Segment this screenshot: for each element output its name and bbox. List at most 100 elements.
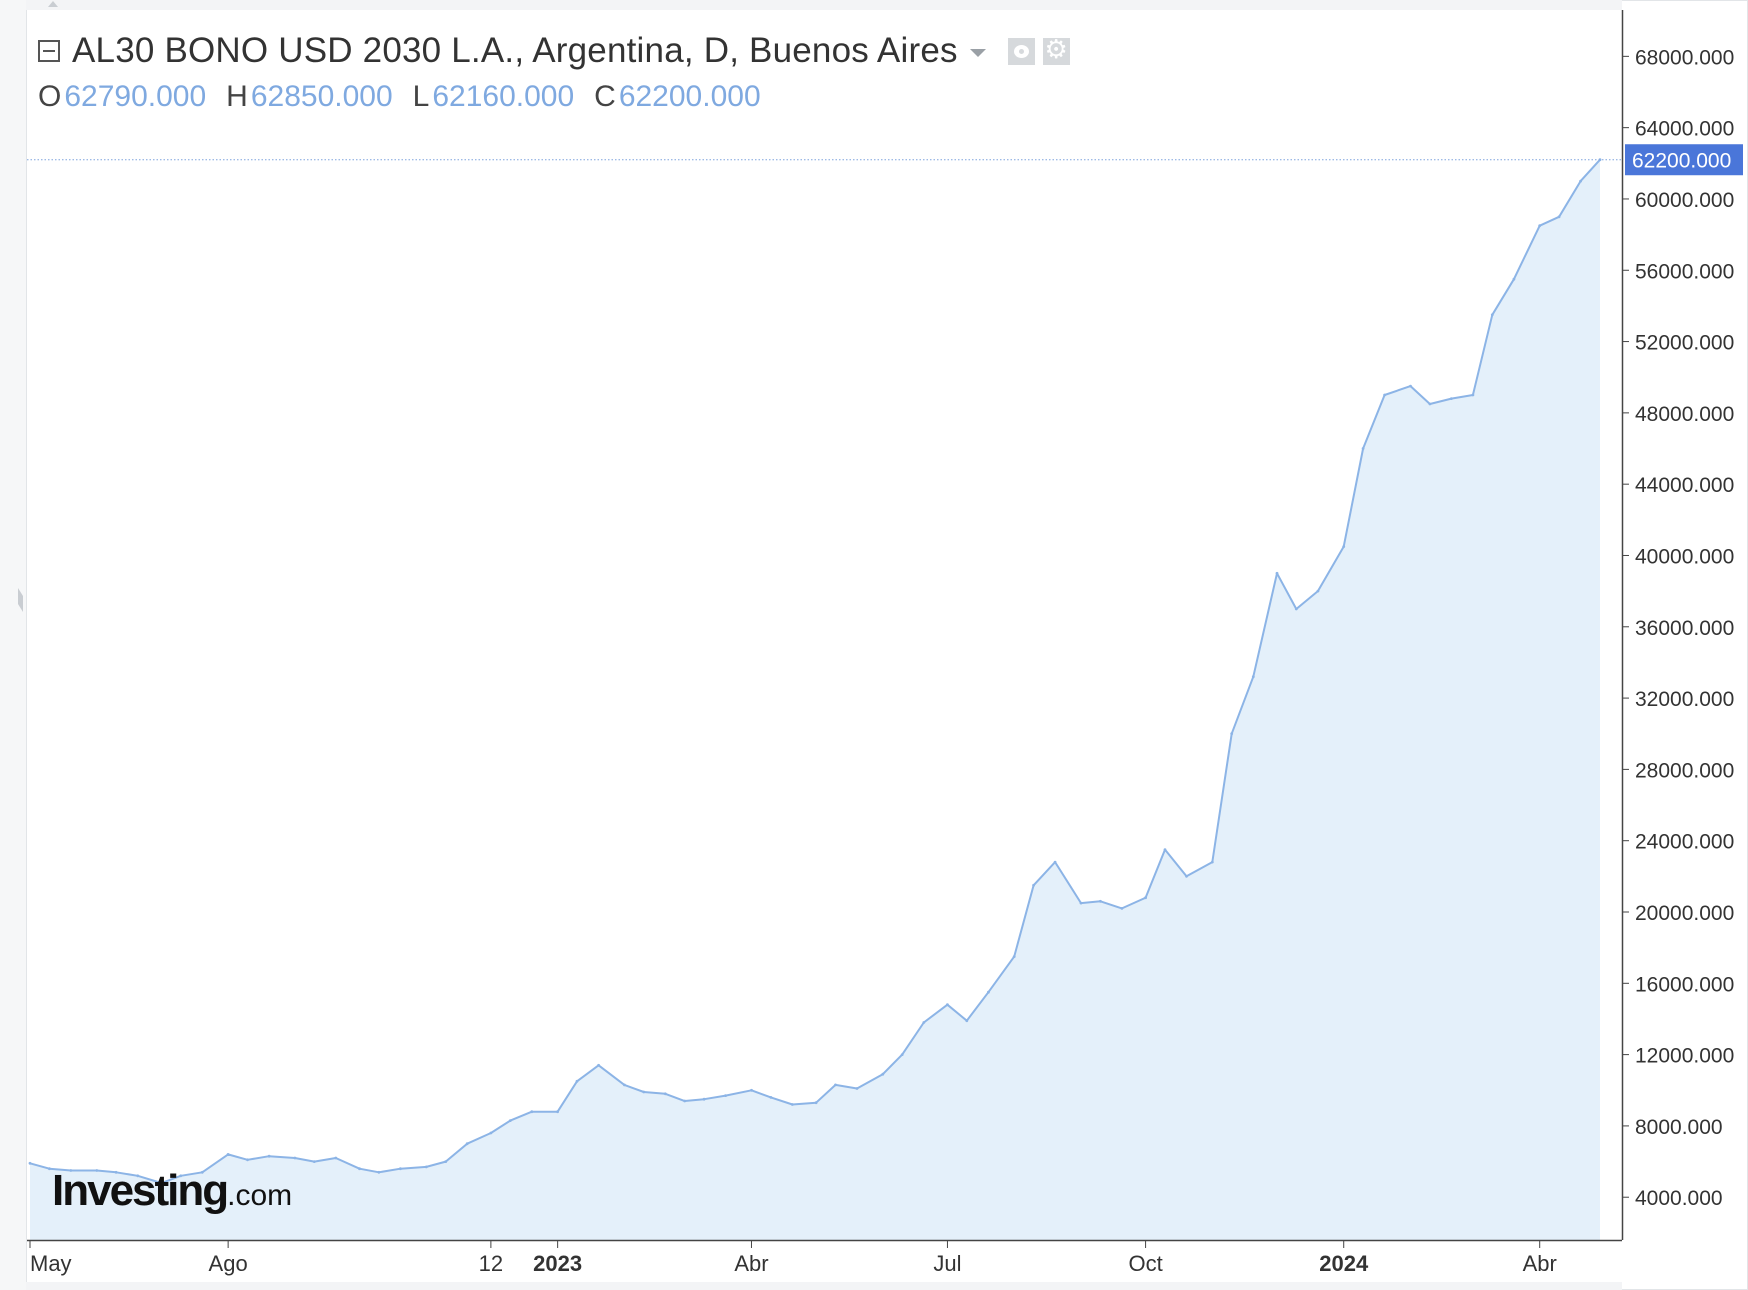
data-point-48 <box>1079 901 1083 905</box>
data-point-70 <box>1557 215 1561 219</box>
data-point-56 <box>1251 675 1255 679</box>
y-tick-label-14: 12000.000 <box>1635 1045 1734 1068</box>
last-price-tag <box>1625 144 1743 176</box>
data-point-28 <box>642 1090 646 1094</box>
y-tick-label-15: 8000.000 <box>1635 1116 1723 1139</box>
data-point-36 <box>814 1101 818 1105</box>
data-point-26 <box>597 1063 600 1067</box>
data-point-17 <box>399 1167 402 1171</box>
data-point-13 <box>312 1160 316 1163</box>
data-point-30 <box>683 1099 687 1103</box>
data-point-2 <box>69 1169 73 1172</box>
data-point-58 <box>1294 607 1298 611</box>
data-point-34 <box>769 1096 773 1099</box>
data-point-38 <box>855 1087 859 1090</box>
data-point-22 <box>508 1119 512 1122</box>
data-point-33 <box>750 1088 753 1092</box>
ohlc-values: O 62790.000 H 62850.000 L 62160.000 C 62… <box>38 80 1070 114</box>
data-point-49 <box>1099 899 1102 903</box>
gear-icon[interactable] <box>1042 35 1070 65</box>
data-point-23 <box>530 1110 534 1114</box>
data-point-31 <box>702 1097 706 1101</box>
data-point-25 <box>575 1079 579 1083</box>
data-point-21 <box>489 1131 493 1135</box>
x-tick-label-0: May <box>30 1251 72 1276</box>
y-tick-label-2: 60000.000 <box>1635 189 1734 212</box>
y-tick-label-13: 16000.000 <box>1635 973 1734 996</box>
data-point-1 <box>48 1167 51 1171</box>
low-key: L <box>412 80 430 113</box>
y-tick-label-9: 32000.000 <box>1635 688 1734 711</box>
data-point-63 <box>1409 384 1412 388</box>
eye-icon[interactable] <box>1007 37 1035 65</box>
data-point-9 <box>226 1153 230 1156</box>
data-point-32 <box>724 1094 727 1097</box>
data-point-52 <box>1163 848 1167 851</box>
data-point-46 <box>1032 883 1035 887</box>
data-point-41 <box>922 1021 926 1024</box>
y-tick-label-12: 20000.000 <box>1635 902 1734 925</box>
x-tick-label-1: Ago <box>209 1251 248 1276</box>
data-point-62 <box>1383 393 1386 397</box>
data-point-61 <box>1361 447 1365 450</box>
data-point-6 <box>160 1181 163 1185</box>
data-point-59 <box>1316 589 1320 593</box>
legend-title-row: AL30 BONO USD 2030 L.A., Argentina, D, B… <box>38 28 1070 74</box>
chart-legend: AL30 BONO USD 2030 L.A., Argentina, D, B… <box>38 28 1070 114</box>
x-tick-label-8: Abr <box>1523 1251 1557 1276</box>
data-point-11 <box>267 1154 271 1158</box>
title-dropdown-icon[interactable] <box>969 49 986 57</box>
data-point-14 <box>334 1156 338 1160</box>
last-price-tag-label: 62200.000 <box>1632 150 1731 173</box>
scroll-up-icon[interactable] <box>48 1 58 7</box>
data-point-54 <box>1210 860 1214 864</box>
y-tick-label-11: 24000.000 <box>1635 831 1734 854</box>
data-point-20 <box>465 1142 469 1146</box>
y-tick-label-7: 40000.000 <box>1635 545 1734 568</box>
data-point-35 <box>791 1103 794 1106</box>
data-point-40 <box>900 1053 904 1056</box>
data-point-66 <box>1471 393 1475 397</box>
data-point-4 <box>114 1170 118 1174</box>
high-key: H <box>226 80 248 113</box>
close-key: C <box>594 80 616 113</box>
data-point-24 <box>556 1110 559 1114</box>
x-tick-label-7: 2024 <box>1319 1251 1369 1276</box>
instrument-title[interactable]: AL30 BONO USD 2030 L.A., Argentina, D, B… <box>72 31 958 70</box>
collapse-legend-icon[interactable] <box>38 40 60 62</box>
data-point-55 <box>1230 732 1234 736</box>
data-point-51 <box>1144 896 1147 900</box>
data-point-53 <box>1185 874 1188 878</box>
data-point-65 <box>1450 397 1453 400</box>
data-point-44 <box>987 990 990 994</box>
data-point-10 <box>246 1158 249 1162</box>
open-key: O <box>38 80 62 113</box>
data-point-15 <box>358 1167 361 1171</box>
data-point-50 <box>1120 907 1124 910</box>
y-tick-label-6: 44000.000 <box>1635 474 1734 497</box>
data-point-47 <box>1053 860 1057 864</box>
y-tick-label-16: 4000.000 <box>1635 1187 1723 1210</box>
x-tick-label-6: Oct <box>1128 1251 1162 1276</box>
x-tick-label-2: 12 <box>479 1251 503 1276</box>
data-point-67 <box>1490 313 1494 317</box>
data-point-45 <box>1012 955 1016 958</box>
data-point-71 <box>1579 179 1582 183</box>
data-point-42 <box>946 1003 949 1007</box>
y-tick-label-3: 56000.000 <box>1635 260 1734 283</box>
data-point-57 <box>1275 571 1279 575</box>
data-point-0 <box>28 1161 32 1165</box>
data-point-69 <box>1538 224 1542 228</box>
data-point-29 <box>663 1092 667 1096</box>
y-tick-label-4: 52000.000 <box>1635 332 1734 355</box>
data-point-5 <box>136 1174 140 1178</box>
data-point-7 <box>179 1174 183 1178</box>
bottom-strip <box>26 1282 1622 1290</box>
high-value: 62850.000 <box>250 80 393 113</box>
data-point-39 <box>881 1072 885 1076</box>
data-point-68 <box>1512 277 1516 281</box>
panel-collapse-icon[interactable] <box>18 588 23 612</box>
data-point-12 <box>293 1156 297 1160</box>
